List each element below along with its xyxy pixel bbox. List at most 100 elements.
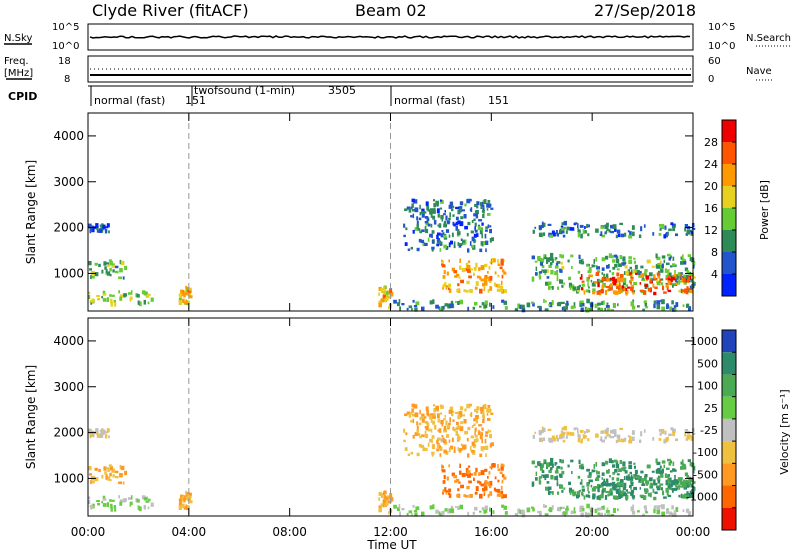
velocity-cell — [630, 506, 634, 512]
power-cell — [631, 290, 636, 293]
cpid-seg3-code: 151 — [488, 94, 509, 107]
velocity-cell — [614, 469, 618, 473]
velocity-cell — [500, 490, 503, 494]
velocity-cell — [600, 436, 603, 441]
power-cell — [447, 287, 450, 290]
velocity-cell — [478, 472, 481, 476]
power-cell — [471, 236, 475, 242]
velocity-cell — [692, 465, 696, 471]
velocity-cell — [627, 491, 631, 494]
power-colorbar-swatch — [722, 274, 736, 296]
velocity-cell — [130, 495, 133, 500]
velocity-cell — [448, 409, 453, 414]
power-cell — [684, 227, 686, 232]
power-cell — [692, 276, 696, 279]
power-cell — [102, 298, 107, 302]
power-cell — [457, 300, 460, 305]
power-cell — [631, 225, 635, 230]
power-cell — [675, 282, 678, 285]
velocity-cell — [503, 494, 507, 499]
velocity-cell — [178, 505, 183, 510]
power-cell — [403, 223, 406, 228]
power-y-tick-label: 3000 — [53, 175, 84, 189]
velocity-cell — [661, 468, 664, 474]
velocity-cell — [642, 495, 647, 500]
velocity-cell — [534, 431, 537, 434]
velocity-cell — [476, 410, 479, 414]
power-cell — [90, 275, 92, 280]
velocity-cell — [451, 437, 454, 443]
power-cell — [674, 269, 676, 274]
velocity-cell — [641, 483, 645, 486]
power-cell — [476, 233, 479, 237]
velocity-cell — [689, 462, 694, 467]
power-cell — [89, 268, 92, 271]
power-cell — [579, 303, 583, 307]
velocity-cell — [560, 466, 563, 470]
velocity-cell — [604, 512, 606, 516]
velocity-cell — [479, 481, 482, 485]
velocity-cell — [439, 404, 443, 407]
power-cell — [424, 225, 427, 230]
power-cell — [588, 267, 592, 272]
velocity-cell — [424, 430, 427, 435]
velocity-cell — [453, 449, 456, 454]
velocity-cell — [584, 431, 586, 434]
power-cell — [484, 304, 488, 308]
power-cell — [98, 263, 101, 267]
velocity-cell — [457, 414, 461, 420]
velocity-cell — [147, 506, 150, 510]
velocity-cell — [150, 502, 154, 507]
velocity-cell — [675, 483, 677, 488]
power-cell — [114, 270, 119, 274]
power-cell — [88, 261, 92, 266]
power-cell — [467, 306, 470, 311]
power-cell — [671, 282, 675, 286]
velocity-cell — [455, 411, 459, 415]
velocity-cell — [666, 492, 669, 496]
velocity-cell — [663, 439, 667, 444]
velocity-y-axis-label: Slant Range [km] — [24, 365, 38, 469]
velocity-cell — [102, 495, 106, 501]
velocity-cell — [412, 418, 415, 424]
power-cell — [487, 213, 491, 216]
power-cell — [497, 259, 499, 264]
power-cell — [435, 200, 439, 206]
power-colorbar-swatch — [722, 164, 736, 186]
velocity-cell — [501, 474, 505, 478]
velocity-cell — [578, 489, 581, 492]
velocity-cell — [418, 433, 421, 437]
power-cell — [179, 294, 183, 298]
power-cell — [429, 208, 434, 211]
velocity-cell — [101, 474, 104, 479]
power-cell — [544, 300, 547, 303]
power-cell — [412, 213, 415, 219]
velocity-cell — [538, 511, 542, 516]
velocity-cell — [497, 488, 501, 494]
velocity-cell — [661, 428, 665, 434]
power-cell — [448, 288, 452, 293]
velocity-cell — [578, 465, 582, 469]
power-cell — [489, 228, 492, 234]
power-cell — [595, 228, 599, 233]
velocity-cell — [547, 490, 550, 495]
power-cell — [628, 256, 632, 260]
velocity-cell — [432, 504, 435, 510]
velocity-cell — [408, 510, 413, 514]
power-cell — [535, 266, 538, 271]
velocity-cell — [460, 443, 463, 446]
velocity-cell — [426, 410, 430, 416]
power-cell — [488, 277, 490, 282]
velocity-cell — [526, 507, 531, 513]
velocity-cell — [474, 431, 476, 436]
power-cell — [534, 226, 537, 229]
power-cell — [95, 223, 99, 228]
velocity-cell — [98, 468, 101, 472]
power-cell — [483, 281, 488, 286]
velocity-cell — [604, 431, 607, 434]
velocity-cell — [570, 459, 574, 463]
power-cell — [692, 264, 695, 269]
velocity-cell — [486, 481, 490, 485]
power-cell — [501, 274, 504, 279]
